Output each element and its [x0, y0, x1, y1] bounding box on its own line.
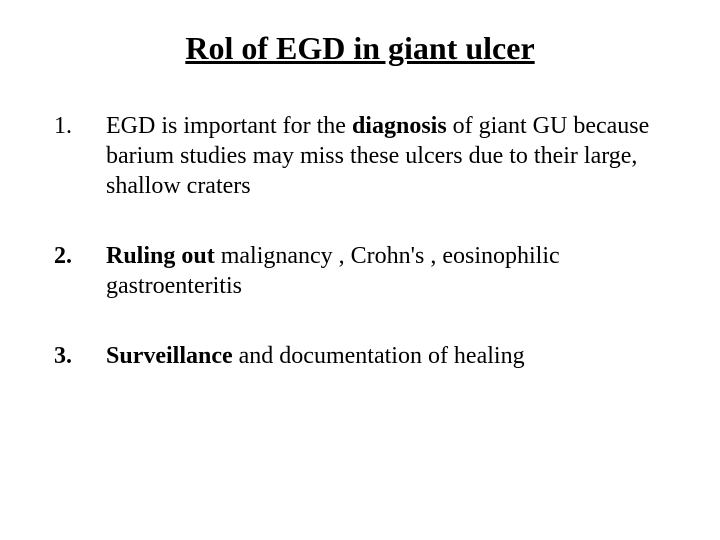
point-list: EGD is important for the diagnosis of gi…	[48, 111, 672, 371]
item-bold: Surveillance	[106, 343, 233, 369]
item-bold: diagnosis	[352, 113, 447, 139]
slide-title: Rol of EGD in giant ulcer	[48, 30, 672, 67]
list-item: EGD is important for the diagnosis of gi…	[48, 111, 672, 201]
list-item: Ruling out malignancy , Crohn's , eosino…	[48, 241, 672, 301]
item-pre: EGD is important for the	[106, 113, 352, 139]
item-post: and documentation of healing	[233, 343, 525, 369]
list-item: Surveillance and documentation of healin…	[48, 341, 672, 371]
item-bold: Ruling out	[106, 243, 215, 269]
